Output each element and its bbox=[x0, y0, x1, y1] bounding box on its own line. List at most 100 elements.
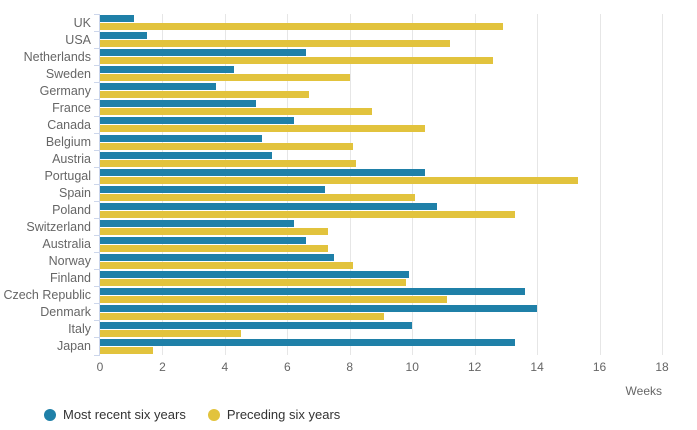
bar-czech-republic-series-1[interactable] bbox=[100, 295, 447, 303]
bar-finland-series-0[interactable] bbox=[100, 270, 410, 278]
category-row-poland: Poland bbox=[52, 201, 662, 219]
y-axis-tick bbox=[94, 320, 100, 322]
y-axis-tick bbox=[94, 115, 100, 117]
category-row-france: France bbox=[52, 98, 662, 116]
gridline-14 bbox=[537, 14, 539, 355]
x-tick-label-10: 10 bbox=[405, 360, 419, 374]
bar-belgium-series-0[interactable] bbox=[100, 134, 263, 142]
gridline-18 bbox=[662, 14, 663, 355]
bar-switzerland-series-0[interactable] bbox=[100, 219, 294, 227]
bar-germany-series-1[interactable] bbox=[100, 91, 310, 99]
legend-marker-icon bbox=[207, 408, 220, 421]
bar-sweden-series-0[interactable] bbox=[100, 66, 235, 74]
category-label: Netherlands bbox=[23, 49, 91, 64]
y-axis-tick bbox=[94, 30, 100, 32]
bar-finland-series-1[interactable] bbox=[100, 278, 406, 286]
bar-germany-series-0[interactable] bbox=[100, 83, 216, 91]
gridline-2 bbox=[162, 14, 164, 355]
category-label: Sweden bbox=[45, 66, 91, 81]
y-axis-tick bbox=[94, 166, 100, 168]
x-tick-label-6: 6 bbox=[283, 360, 291, 374]
bar-italy-series-0[interactable] bbox=[100, 322, 413, 330]
bar-denmark-series-0[interactable] bbox=[100, 305, 538, 313]
bar-italy-series-1[interactable] bbox=[100, 330, 241, 338]
bar-poland-series-0[interactable] bbox=[100, 202, 438, 210]
category-row-czech-republic: Czech Republic bbox=[3, 286, 662, 304]
category-row-belgium: Belgium bbox=[46, 132, 662, 150]
category-label: Spain bbox=[59, 186, 91, 201]
category-label: Portugal bbox=[44, 168, 91, 183]
x-tick-label-4: 4 bbox=[221, 360, 229, 374]
legend-label: Most recent six years bbox=[63, 407, 186, 422]
category-row-australia: Australia bbox=[42, 235, 662, 253]
bar-poland-series-1[interactable] bbox=[100, 210, 516, 218]
y-axis-tick bbox=[94, 98, 100, 100]
bar-portugal-series-1[interactable] bbox=[100, 176, 578, 184]
category-label: UK bbox=[73, 15, 91, 30]
bar-spain-series-0[interactable] bbox=[100, 185, 325, 193]
y-axis-tick bbox=[94, 269, 100, 271]
legend-marker-icon bbox=[44, 408, 56, 421]
bar-australia-series-0[interactable] bbox=[100, 236, 307, 244]
x-tick-label-2: 2 bbox=[159, 360, 166, 374]
bar-portugal-series-0[interactable] bbox=[100, 168, 425, 176]
bar-uk-series-1[interactable] bbox=[100, 23, 503, 31]
y-axis-tick bbox=[94, 81, 100, 83]
y-axis-tick bbox=[94, 149, 100, 151]
y-axis-tick bbox=[94, 47, 100, 49]
bar-austria-series-0[interactable] bbox=[100, 151, 272, 159]
bar-usa-series-1[interactable] bbox=[100, 40, 450, 48]
category-row-norway: Norway bbox=[49, 252, 662, 270]
bar-netherlands-series-1[interactable] bbox=[100, 57, 494, 65]
category-row-spain: Spain bbox=[59, 184, 662, 202]
category-label: USA bbox=[65, 32, 91, 47]
bar-netherlands-series-0[interactable] bbox=[100, 49, 307, 57]
category-row-sweden: Sweden bbox=[46, 64, 662, 82]
bar-canada-series-1[interactable] bbox=[100, 125, 425, 133]
y-axis-tick bbox=[94, 286, 100, 288]
category-row-switzerland: Switzerland bbox=[26, 218, 662, 236]
y-axis-tick bbox=[94, 218, 100, 220]
bar-uk-series-0[interactable] bbox=[100, 15, 135, 23]
category-label: Germany bbox=[39, 83, 91, 98]
category-label: Norway bbox=[48, 254, 91, 269]
bar-belgium-series-1[interactable] bbox=[100, 142, 353, 150]
bar-spain-series-1[interactable] bbox=[100, 193, 416, 201]
bar-sweden-series-1[interactable] bbox=[100, 74, 350, 82]
bar-australia-series-1[interactable] bbox=[100, 244, 328, 252]
bar-france-series-0[interactable] bbox=[100, 100, 257, 108]
legend-item-series-1[interactable]: Preceding six years bbox=[207, 407, 341, 422]
category-row-denmark: Denmark bbox=[40, 303, 662, 321]
category-row-usa: USA bbox=[65, 30, 662, 48]
category-label: Japan bbox=[56, 339, 91, 354]
y-axis-tick bbox=[94, 354, 100, 356]
y-axis-tick bbox=[94, 303, 100, 305]
category-label: Belgium bbox=[45, 134, 91, 149]
legend-label: Preceding six years bbox=[226, 407, 341, 422]
bar-norway-series-0[interactable] bbox=[100, 253, 335, 261]
x-axis-title: Weeks bbox=[625, 384, 662, 398]
y-axis-tick bbox=[94, 64, 100, 66]
bar-austria-series-1[interactable] bbox=[100, 159, 357, 167]
gridline-8 bbox=[349, 14, 351, 355]
bar-usa-series-0[interactable] bbox=[100, 32, 147, 40]
bar-switzerland-series-1[interactable] bbox=[100, 227, 328, 235]
x-tick-label-18: 18 bbox=[655, 360, 669, 374]
bar-norway-series-1[interactable] bbox=[100, 261, 353, 269]
category-row-finland: Finland bbox=[50, 269, 662, 287]
category-row-austria: Austria bbox=[52, 149, 662, 167]
legend-item-series-0[interactable]: Most recent six years bbox=[44, 407, 186, 422]
plot-area: UK USA Netherlands Sweden Germany France Canad… bbox=[3, 13, 663, 356]
bar-japan-series-0[interactable] bbox=[100, 339, 516, 347]
axis-end-row bbox=[94, 354, 662, 372]
category-label: Switzerland bbox=[26, 220, 91, 235]
bar-canada-series-0[interactable] bbox=[100, 117, 294, 125]
category-label: Denmark bbox=[40, 305, 91, 320]
bar-japan-series-1[interactable] bbox=[100, 347, 154, 355]
bar-france-series-1[interactable] bbox=[100, 108, 372, 116]
bar-czech-republic-series-0[interactable] bbox=[100, 287, 525, 295]
y-axis-tick bbox=[94, 184, 100, 185]
bar-denmark-series-1[interactable] bbox=[100, 313, 385, 321]
x-tick-label-0: 0 bbox=[96, 360, 104, 374]
y-axis-tick bbox=[94, 235, 100, 237]
